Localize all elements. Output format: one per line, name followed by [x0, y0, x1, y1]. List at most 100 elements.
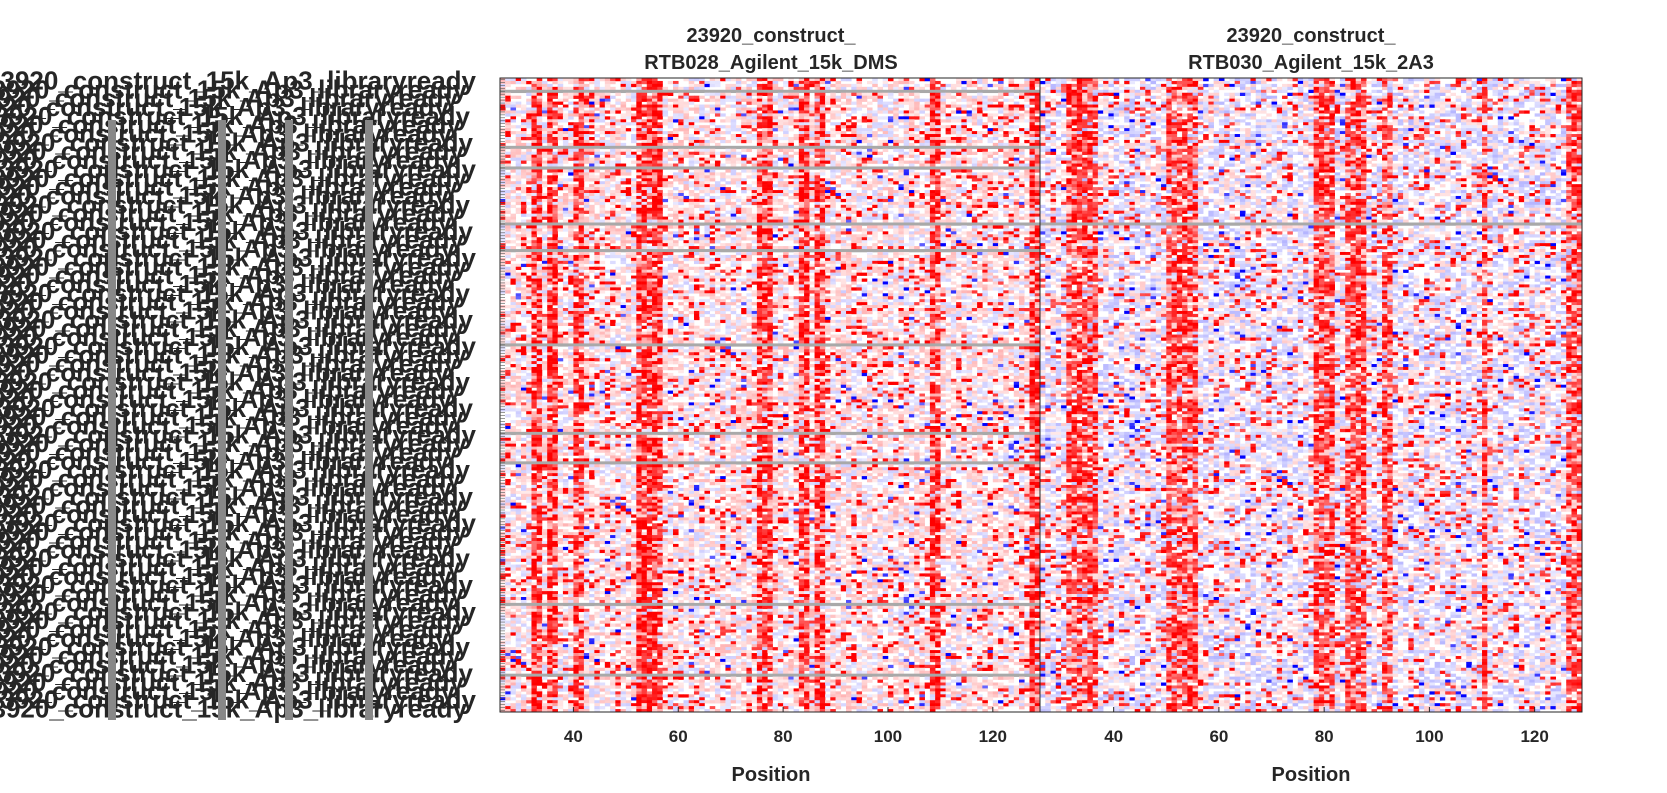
heatmap-cell [767, 119, 773, 123]
row-label: 23920_construct_15k_Ap3_libraryready [0, 481, 474, 511]
heatmap-cell [971, 160, 978, 164]
heatmap-cell [625, 86, 632, 91]
heatmap-cell [903, 204, 910, 209]
heatmap-cell [908, 269, 915, 273]
heatmap-cell [704, 125, 711, 129]
heatmap-cell [982, 181, 988, 185]
heatmap-cell [673, 83, 679, 88]
row-label-separator [108, 120, 116, 720]
heatmap-cell [756, 157, 763, 161]
heatmap-cell [819, 116, 826, 120]
heatmap-cell [814, 101, 821, 105]
heatmap-cell [594, 86, 600, 91]
heatmap-cell [982, 86, 988, 91]
row-label: 23920_construct_15k_Ap3_libraryready [0, 234, 456, 264]
heatmap-cell [683, 257, 690, 262]
heatmap-cell [699, 243, 705, 247]
heatmap-cell [552, 231, 558, 235]
heatmap-cell [536, 198, 543, 203]
heatmap-cell [667, 92, 674, 96]
heatmap-cell [998, 172, 1004, 176]
heatmap-cell [636, 184, 642, 188]
heatmap-cell [1029, 157, 1036, 161]
heatmap-cell [599, 190, 606, 194]
heatmap-cell [898, 257, 904, 262]
heatmap-cell [814, 107, 821, 111]
heatmap-cell [772, 172, 779, 176]
heatmap-cell [625, 225, 632, 229]
heatmap-cell [515, 175, 522, 179]
heatmap-cell [704, 240, 711, 244]
heatmap-cell [520, 219, 527, 223]
heatmap-cell [515, 110, 522, 114]
heatmap-cell [704, 92, 711, 96]
heatmap-cell [977, 104, 983, 108]
heatmap-cell [641, 160, 648, 164]
heatmap-cell [520, 134, 527, 138]
heatmap-cell [882, 187, 889, 191]
heatmap-cell [720, 131, 726, 135]
heatmap-cell [578, 190, 585, 194]
heatmap-cell [730, 263, 737, 268]
heatmap-cell [678, 148, 684, 153]
heatmap-cell [615, 151, 621, 155]
heatmap-cell [599, 184, 606, 188]
heatmap-cell [568, 184, 574, 188]
heatmap-cell [982, 157, 988, 161]
heatmap-cell [678, 113, 684, 117]
heatmap-cell [856, 266, 863, 270]
heatmap-cell [536, 104, 543, 108]
heatmap-cell [652, 172, 658, 176]
heatmap-cell [756, 116, 763, 120]
heatmap-cell [929, 116, 936, 120]
heatmap-cell [814, 254, 821, 259]
row-label: 23920_construct_15k_Ap3_libraryready [0, 455, 471, 485]
heatmap-cell [714, 101, 721, 105]
heatmap-cell [709, 184, 716, 188]
heatmap-cell [971, 184, 978, 188]
heatmap-cell [667, 98, 674, 102]
heatmap-cell [814, 163, 821, 167]
heatmap-cell [646, 119, 653, 123]
heatmap-cell [573, 193, 579, 197]
heatmap-cell [819, 187, 826, 191]
heatmap-cell [924, 178, 931, 182]
heatmap-cell [1024, 237, 1030, 241]
heatmap-cell [1029, 181, 1036, 185]
heatmap-cell [589, 148, 595, 153]
heatmap-cell [583, 83, 590, 88]
heatmap-cell [662, 110, 669, 114]
heatmap-cell [783, 187, 789, 191]
heatmap-cell [526, 201, 532, 206]
heatmap-cell [578, 216, 585, 220]
heatmap-cell [908, 225, 915, 229]
heatmap-cell [589, 136, 595, 141]
heatmap-cell [830, 234, 836, 238]
heatmap-cell [793, 219, 800, 223]
heatmap-cell [531, 139, 537, 144]
heatmap-cell [851, 184, 857, 188]
heatmap-cell [851, 181, 857, 185]
heatmap-cell [536, 122, 543, 126]
heatmap-cell [956, 216, 962, 220]
heatmap-cell [767, 128, 773, 132]
heatmap-cell [987, 116, 994, 120]
heatmap-cell [872, 254, 878, 259]
heatmap-cell [693, 157, 700, 161]
heatmap-cell [903, 160, 910, 164]
heatmap-cell [599, 181, 606, 185]
heatmap-cell [835, 216, 842, 220]
heatmap-cell [961, 119, 967, 123]
heatmap-cell [809, 228, 815, 232]
heatmap-cell [510, 116, 517, 120]
heatmap-cell [557, 154, 564, 158]
row-label: 23920_construct_15k_Ap3_libraryready [0, 640, 462, 670]
heatmap-cell [505, 175, 511, 179]
heatmap-cell [746, 219, 752, 223]
heatmap-cell [610, 198, 616, 203]
heatmap-cell [856, 92, 863, 96]
heatmap-cell [825, 246, 831, 250]
heatmap-cell [872, 243, 878, 247]
heatmap-cell [961, 107, 967, 111]
heatmap-cell [819, 178, 826, 182]
